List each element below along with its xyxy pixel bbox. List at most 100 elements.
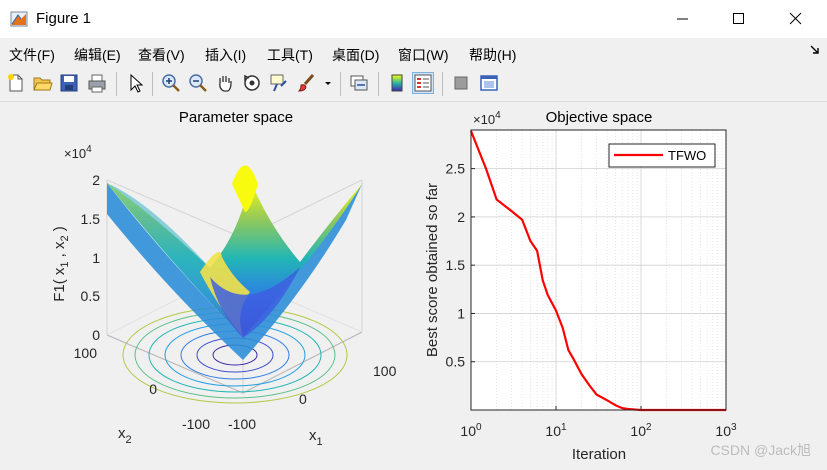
zoom-out-icon xyxy=(189,74,207,92)
show-plot-tools-icon xyxy=(480,75,498,91)
parameter-space-axes: Parameter space xyxy=(51,109,397,448)
surface-x1-label: x1 xyxy=(309,427,323,448)
x2-tick-label: -100 xyxy=(182,416,210,432)
x2-tick-label: 100 xyxy=(74,345,98,361)
toolbar xyxy=(0,67,827,102)
print-icon xyxy=(88,74,106,93)
legend-button[interactable] xyxy=(412,72,434,94)
x1-tick-label: 0 xyxy=(299,391,307,407)
link-plot-button[interactable] xyxy=(348,72,370,94)
menu-help[interactable]: 帮助(H) xyxy=(469,47,517,63)
surface-z-label: F1( x1 , x2 ) xyxy=(51,226,71,302)
link-plot-icon xyxy=(350,75,368,91)
surface-title: Parameter space xyxy=(179,109,293,126)
figure-svg: Parameter space xyxy=(51,109,737,463)
y-tick-label: 1 xyxy=(457,305,465,321)
menu-edit[interactable]: 编辑(E) xyxy=(74,47,121,63)
menu-window[interactable]: 窗口(W) xyxy=(398,47,449,63)
objective-space-axes: 100 101 102 103 0.5 1 1.5 2 2.5 Objective space… xyxy=(424,109,737,463)
watermark: CSDN @Jack旭 xyxy=(710,442,811,458)
minimize-button[interactable] xyxy=(655,0,711,38)
open-file-icon xyxy=(33,77,53,91)
menu-arrow-icon[interactable] xyxy=(809,44,821,56)
y-tick-label: 2 xyxy=(457,209,465,225)
z-tick-label: 2 xyxy=(92,172,100,188)
toolbar-separator xyxy=(116,72,117,96)
close-button[interactable] xyxy=(767,0,823,38)
x-tick-label: 101 xyxy=(545,422,567,439)
surface-back-peak xyxy=(232,165,258,212)
open-file-button[interactable] xyxy=(31,72,53,94)
z-tick-label: 0.5 xyxy=(81,288,101,304)
zoom-in-icon xyxy=(162,74,180,92)
legend-label-tfwo: TFWO xyxy=(668,148,706,163)
objective-x-label: Iteration xyxy=(572,446,626,463)
x-tick-label: 100 xyxy=(460,422,482,439)
save-button[interactable] xyxy=(58,72,80,94)
surface-floor-edge xyxy=(106,334,244,394)
z-tick-label: 0 xyxy=(92,327,100,343)
series-line-tfwo xyxy=(469,130,726,412)
surface-x2-label: x2 xyxy=(118,425,132,446)
show-plot-tools-button[interactable] xyxy=(478,72,500,94)
toolbar-separator xyxy=(442,72,443,96)
colorbar-button[interactable] xyxy=(386,72,408,94)
menu-bar: 文件(F) 编辑(E) 查看(V) 插入(I) 工具(T) 桌面(D) 窗口(W… xyxy=(0,38,827,67)
menu-desktop[interactable]: 桌面(D) xyxy=(332,47,380,63)
x2-tick-label: 0 xyxy=(149,381,157,397)
x-tick-label: 102 xyxy=(630,422,652,439)
matlab-figure-icon xyxy=(10,11,28,27)
new-figure-button[interactable] xyxy=(5,72,27,94)
toolbar-separator xyxy=(378,72,379,96)
surface-floor-edge xyxy=(242,331,363,394)
surface-z-ticks: 2 1.5 1 0.5 0 xyxy=(81,172,101,343)
menu-file[interactable]: 文件(F) xyxy=(9,47,55,63)
hide-plot-tools-icon xyxy=(454,76,468,90)
y-tick-label: 1.5 xyxy=(446,257,466,273)
select-arrow-icon xyxy=(130,73,144,93)
zoom-out-button[interactable] xyxy=(187,72,209,94)
y-tick-label: 2.5 xyxy=(446,161,466,177)
pan-button[interactable] xyxy=(214,72,236,94)
brush-dropdown-button[interactable] xyxy=(322,72,334,94)
z-tick-label: 1.5 xyxy=(81,211,101,227)
toolbar-separator xyxy=(152,72,153,96)
data-cursor-button[interactable] xyxy=(268,72,290,94)
x-tick-label: 103 xyxy=(715,422,737,439)
select-arrow-button[interactable] xyxy=(124,72,146,94)
surface-x2-ticks: 100 0 -100 xyxy=(74,345,211,432)
rotate-3d-button[interactable] xyxy=(241,72,263,94)
toolbar-separator xyxy=(340,72,341,96)
brush-button[interactable] xyxy=(296,72,318,94)
x1-tick-label: -100 xyxy=(228,416,256,432)
hide-plot-tools-button[interactable] xyxy=(450,72,472,94)
maximize-button[interactable] xyxy=(711,0,767,38)
window-title: Figure 1 xyxy=(36,10,92,27)
legend[interactable]: TFWO xyxy=(608,143,716,168)
objective-exponent-label: ×104 xyxy=(473,110,501,127)
figure-canvas: Parameter space xyxy=(0,102,827,465)
title-bar: Figure 1 xyxy=(0,0,827,38)
minimize-icon xyxy=(677,18,688,20)
colorbar-icon xyxy=(391,74,403,92)
pan-hand-icon xyxy=(219,76,232,92)
surface-box-top-left xyxy=(106,179,244,239)
objective-y-label: Best score obtained so far xyxy=(424,183,441,357)
surface-bowl-bottom xyxy=(210,267,300,338)
data-cursor-icon xyxy=(270,74,287,92)
menu-tools[interactable]: 工具(T) xyxy=(267,47,313,63)
print-button[interactable] xyxy=(86,72,108,94)
menu-view[interactable]: 查看(V) xyxy=(138,47,185,63)
surface-under-body xyxy=(107,183,362,360)
surface-left-wing xyxy=(107,183,243,337)
surface-mesh xyxy=(107,180,362,337)
brush-dropdown-icon xyxy=(325,82,331,85)
y-ticks: 0.5 1 1.5 2 2.5 xyxy=(446,161,475,370)
new-figure-icon xyxy=(8,74,23,92)
plot-frame xyxy=(470,129,727,411)
plot-area xyxy=(470,129,727,411)
menu-insert[interactable]: 插入(I) xyxy=(205,47,247,63)
z-tick-label: 1 xyxy=(92,250,100,266)
y-tick-label: 0.5 xyxy=(446,354,466,370)
zoom-in-button[interactable] xyxy=(160,72,182,94)
